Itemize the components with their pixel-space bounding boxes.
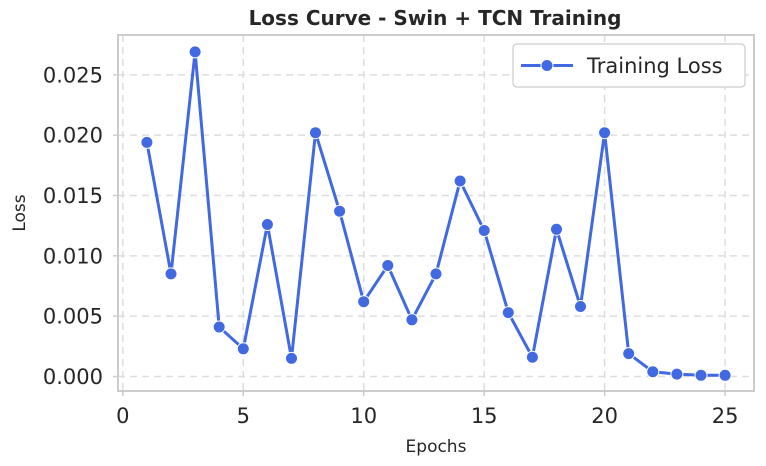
data-point bbox=[381, 259, 395, 272]
data-point bbox=[357, 295, 371, 309]
x-tick-label: 10 bbox=[350, 404, 377, 428]
data-point bbox=[501, 306, 515, 320]
ticks-layer: 0 5 10 15 20 25 0.000 0.005 0.010 0.015 0.020 0.025 bbox=[43, 63, 739, 428]
data-point bbox=[453, 174, 467, 188]
data-point bbox=[140, 135, 154, 149]
data-point bbox=[260, 218, 274, 231]
x-axis-label: Epochs bbox=[406, 437, 467, 457]
chart-title: Loss Curve - Swin + TCN Training bbox=[249, 6, 622, 30]
data-point bbox=[429, 267, 443, 281]
data-point bbox=[550, 222, 563, 236]
y-tick-label: 0.015 bbox=[43, 184, 103, 208]
data-point bbox=[477, 224, 491, 237]
data-point bbox=[188, 45, 202, 59]
data-point bbox=[164, 267, 178, 281]
data-point bbox=[525, 350, 539, 364]
data-point bbox=[622, 347, 636, 361]
plot-frame bbox=[117, 34, 755, 392]
data-point bbox=[236, 342, 250, 356]
x-tick-label: 5 bbox=[237, 404, 250, 428]
data-point bbox=[285, 351, 298, 365]
data-point bbox=[574, 300, 587, 313]
x-tick-label: 0 bbox=[116, 404, 129, 428]
legend-marker bbox=[540, 59, 554, 72]
legend-box bbox=[512, 43, 746, 88]
y-tick-label: 0.000 bbox=[43, 365, 103, 389]
data-point bbox=[694, 368, 708, 382]
x-tick-label: 20 bbox=[591, 404, 618, 428]
y-axis-label: Loss bbox=[10, 194, 30, 231]
data-point bbox=[212, 320, 226, 334]
data-point bbox=[670, 367, 684, 381]
series-layer bbox=[140, 45, 732, 382]
data-point bbox=[646, 365, 660, 379]
y-tick-label: 0.020 bbox=[43, 124, 103, 148]
legend-label: Training Loss bbox=[586, 54, 723, 78]
data-point bbox=[718, 368, 732, 382]
y-tick-label: 0.005 bbox=[43, 305, 103, 329]
x-tick-label: 25 bbox=[712, 404, 739, 428]
training-loss-line bbox=[145, 50, 726, 377]
data-point bbox=[405, 313, 419, 327]
grid-layer bbox=[118, 35, 754, 391]
x-tick-label: 15 bbox=[471, 404, 498, 428]
y-tick-label: 0.010 bbox=[43, 244, 103, 268]
data-point bbox=[333, 204, 347, 218]
data-point bbox=[598, 126, 612, 140]
y-tick-label: 0.025 bbox=[43, 63, 103, 87]
data-point bbox=[309, 126, 322, 140]
legend: Training Loss bbox=[512, 43, 746, 88]
